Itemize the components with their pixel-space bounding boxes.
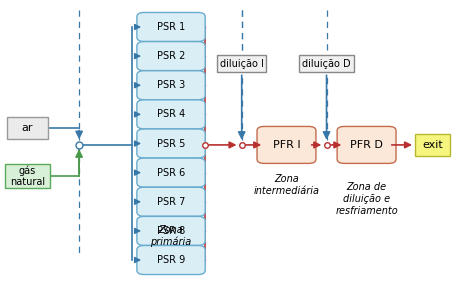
FancyBboxPatch shape — [137, 158, 205, 187]
Text: PFR I: PFR I — [273, 140, 301, 150]
Text: PSR 2: PSR 2 — [157, 51, 185, 61]
Bar — [217, 55, 266, 72]
FancyBboxPatch shape — [137, 246, 205, 275]
FancyBboxPatch shape — [137, 42, 205, 71]
Text: PSR 8: PSR 8 — [157, 226, 185, 236]
FancyBboxPatch shape — [337, 127, 396, 163]
Text: exit: exit — [422, 140, 443, 150]
Bar — [5, 164, 50, 188]
Text: PSR 9: PSR 9 — [157, 255, 185, 265]
Text: PSR 4: PSR 4 — [157, 109, 185, 119]
Text: PSR 5: PSR 5 — [157, 139, 185, 148]
Text: PFR D: PFR D — [350, 140, 383, 150]
Text: PSR 6: PSR 6 — [157, 168, 185, 178]
Text: diluição D: diluição D — [302, 59, 351, 69]
FancyBboxPatch shape — [137, 187, 205, 216]
Text: ar: ar — [21, 123, 33, 133]
Text: diluição I: diluição I — [220, 59, 264, 69]
FancyBboxPatch shape — [137, 216, 205, 245]
Text: Zona
primária: Zona primária — [150, 225, 191, 247]
Text: Zona de
diluição e
resfriamento: Zona de diluição e resfriamento — [335, 182, 398, 216]
FancyBboxPatch shape — [257, 127, 316, 163]
FancyBboxPatch shape — [137, 71, 205, 100]
Text: PSR 7: PSR 7 — [157, 197, 185, 207]
Text: PSR 3: PSR 3 — [157, 80, 185, 90]
Text: Zona
intermediária: Zona intermediária — [254, 174, 319, 195]
Bar — [300, 55, 354, 72]
Bar — [415, 134, 450, 156]
Bar — [7, 117, 48, 139]
FancyBboxPatch shape — [137, 12, 205, 41]
Text: PSR 1: PSR 1 — [157, 22, 185, 32]
FancyBboxPatch shape — [137, 100, 205, 129]
FancyBboxPatch shape — [137, 129, 205, 158]
Text: gás
natural: gás natural — [10, 165, 45, 187]
